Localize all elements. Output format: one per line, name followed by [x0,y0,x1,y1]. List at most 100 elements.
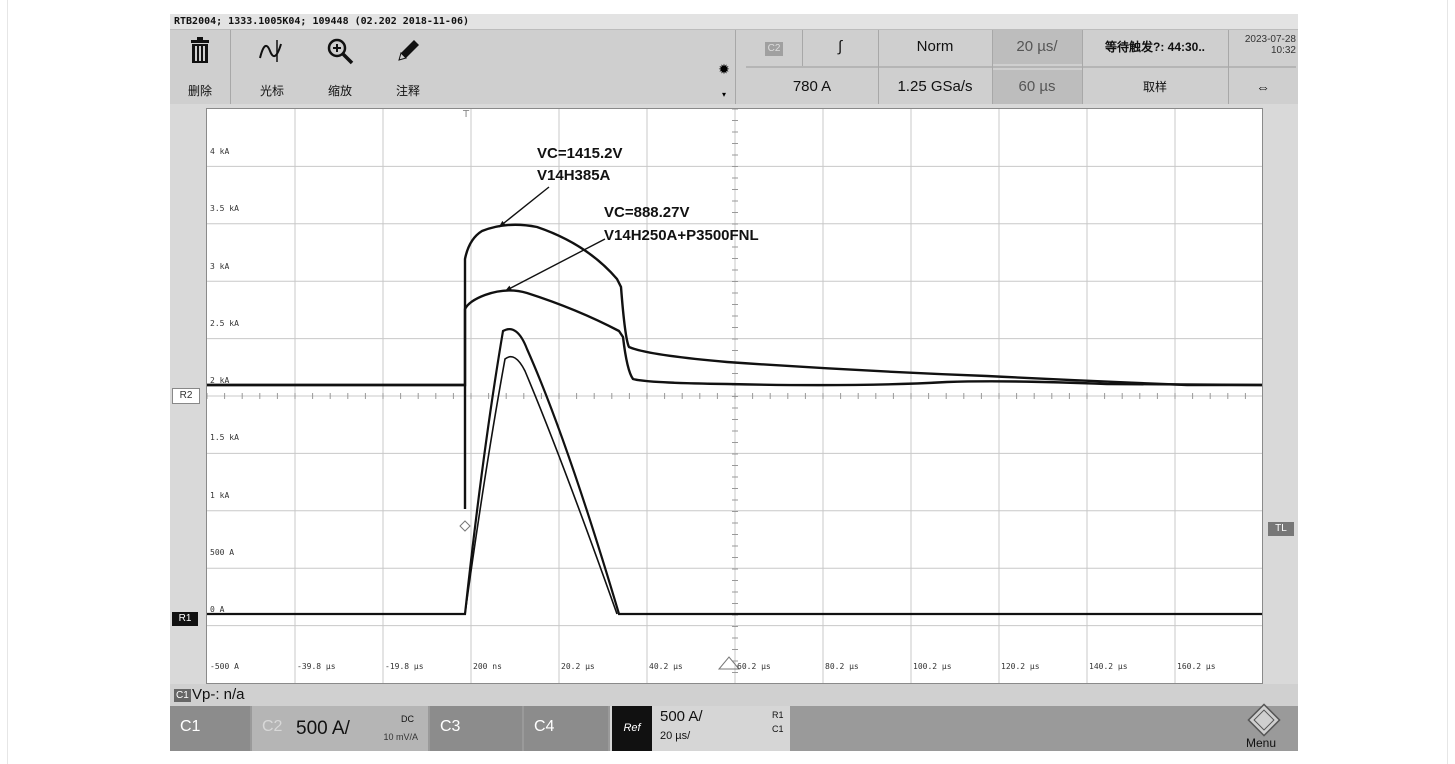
x-label: 120.2 µs [1001,662,1040,671]
x-label: 140.2 µs [1089,662,1128,671]
y-label: 3 kA [210,262,230,271]
traces [207,186,1262,670]
pencil-icon [398,40,419,61]
channel-badge: C1 [174,689,191,702]
x-label: 40.2 µs [649,662,683,671]
channel-c1[interactable]: C1 [170,706,250,751]
waveform-graticule[interactable]: 4 kA 3.5 kA 3 kA 2.5 kA 2 kA 1.5 kA 1 kA… [206,108,1263,684]
delete-label: 删除 [187,84,212,98]
ref-time: 20 µs/ [660,730,691,742]
trigger-slope[interactable]: ∫ [837,38,843,55]
acquisition-status[interactable]: 等待触发?: 44:30.. [1104,40,1206,54]
oscilloscope-screen: RTB2004; 1333.1005K04; 109448 (02.202 20… [170,14,1298,751]
channel-c2-label: C2 [262,718,283,735]
annotate-label: 注释 [395,84,420,98]
y-label: 1.5 kA [210,433,239,442]
menu-button[interactable]: Menu [1230,703,1298,751]
x-label: 80.2 µs [825,662,859,671]
channel-c4-label: C4 [534,718,555,735]
channel-bar: C1 C2 500 A/ DC 10 mV/A C3 C4 Ref 500 A/… [170,703,1298,751]
divider [230,30,231,104]
y-label: 500 A [210,548,235,557]
trigger-source-badge: C2 [764,42,784,56]
annotation-2-arrow-head [505,285,512,291]
annotation-1-arrow [498,186,550,228]
annotation-1-arrow-head [499,220,506,227]
trigger-source[interactable]: C2 [746,30,802,64]
waveform-svg [207,109,1262,683]
rs-logo-icon [1247,703,1281,737]
time: 10:32 [1270,45,1296,56]
trigger-level-marker[interactable]: TL [1268,522,1294,536]
channel-c3[interactable]: C3 [430,706,522,751]
zoom-label: 缩放 [327,84,352,98]
trigger-point-marker [459,520,471,532]
x-label: 200 ns [473,662,502,671]
x-label: 20.2 µs [561,662,595,671]
annotation-2-vc: VC=888.27V [604,204,690,221]
channel-c3-label: C3 [440,718,461,735]
cursor-label: 光标 [259,84,284,98]
c2-scale: 500 A/ [296,718,350,739]
trace-current-2 [464,355,618,615]
delete-button[interactable]: 删除 [170,30,230,104]
y-label: 4 kA [210,147,230,156]
divider [1228,30,1229,104]
annotation-2-part: V14H250A+P3500FNL [604,227,759,244]
usb-icon: ⇔ [1256,79,1270,95]
figure-frame: RTB2004; 1333.1005K04; 109448 (02.202 20… [8,0,1447,764]
trigger-position-marker[interactable]: T [463,109,470,120]
measurement-text: Vp-: n/a [192,686,245,703]
divider [735,30,736,104]
divider [1082,30,1083,104]
annotation-1-part: V14H385A [537,167,611,184]
divider [992,30,993,104]
trigger-mode[interactable]: Norm [916,38,954,55]
annotate-button[interactable]: 注释 [378,30,438,104]
zoom-button[interactable]: 缩放 [310,30,370,104]
acquisition-mode[interactable]: 取样 [1142,80,1167,94]
y-label: -500 A [210,662,239,671]
menu-label: Menu [1246,736,1277,750]
ref-c: C1 [772,724,784,734]
chevron-down-icon: ▾ [722,90,727,99]
x-label: 60.2 µs [737,662,771,671]
x-label: -19.8 µs [385,662,424,671]
cursor-button[interactable]: 光标 [242,30,302,104]
time-reference-marker [717,656,741,670]
x-label: 160.2 µs [1177,662,1216,671]
grid-lines [207,109,1262,683]
x-label: 100.2 µs [913,662,952,671]
sample-rate[interactable]: 1.25 GSa/s [897,78,973,95]
y-label: 2 kA [210,376,230,385]
y-label: 0 A [210,605,225,614]
cursor-wave-icon [259,40,282,62]
ref-badge: Ref [612,706,652,751]
row-divider [746,66,1296,68]
divider [878,30,879,104]
datetime: 2023-07-28 10:32 [1230,34,1296,56]
channel-c4[interactable]: C4 [524,706,608,751]
r1-marker[interactable]: R1 [172,612,198,626]
c2-coupling: DC [401,714,414,724]
annotation-1-vc: VC=1415.2V [537,145,623,162]
c2-probe: 10 mV/A [383,732,418,742]
title-bar: RTB2004; 1333.1005K04; 109448 (02.202 20… [170,14,1298,30]
reference-channel[interactable]: Ref 500 A/ 20 µs/ R1 C1 [610,706,790,751]
toolbar: 删除 光标 缩放 注释 ✹ ▾ [170,30,1298,104]
channel-c2[interactable]: C2 500 A/ DC 10 mV/A [252,706,428,751]
y-label: 2.5 kA [210,319,239,328]
channel-c1-label: C1 [180,718,201,735]
trash-icon [191,37,209,63]
settings-gear-icon[interactable]: ✹ [718,62,730,78]
annotation-2-arrow [504,238,606,292]
record-length[interactable]: 60 µs [992,70,1082,104]
trigger-level[interactable]: 780 A [792,78,832,95]
r2-marker[interactable]: R2 [172,388,200,404]
measurement-line: C1 Vp-: n/a [170,684,1298,706]
y-label: 3.5 kA [210,204,239,213]
timebase[interactable]: 20 µs/ [992,30,1082,64]
y-label: 1 kA [210,491,230,500]
ref-scale: 500 A/ [660,708,703,725]
trace-vc888 [207,289,1262,509]
